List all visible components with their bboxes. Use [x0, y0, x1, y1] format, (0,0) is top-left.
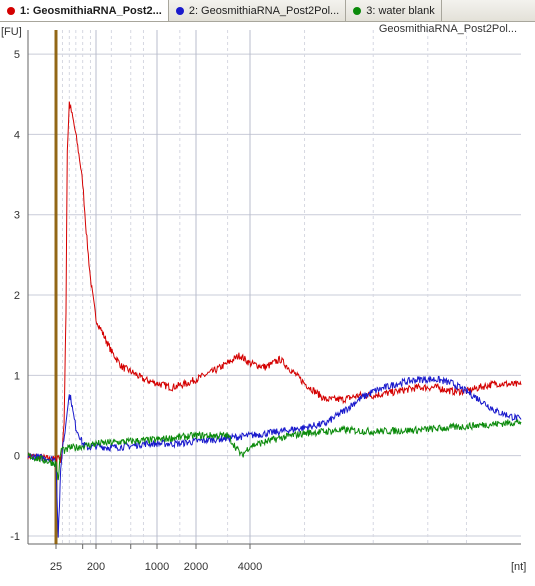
tab-water-blank[interactable]: 3: water blank [346, 0, 442, 21]
y-tick-label: -1 [10, 531, 20, 543]
x-tick-label: 4000 [238, 561, 262, 573]
y-tick-label: 5 [14, 49, 20, 61]
tab-label: 2: GeosmithiaRNA_Post2Pol... [188, 4, 340, 17]
y-tick-label: 0 [14, 451, 20, 463]
blue-dot-icon [175, 6, 184, 15]
y-tick-label: 4 [14, 129, 20, 141]
plot-area [28, 30, 521, 544]
y-tick-label: 1 [14, 370, 20, 382]
tab-bar: 1: GeosmithiaRNA_Post2... 2: GeosmithiaR… [0, 0, 535, 22]
x-axis-label: [nt] [511, 561, 526, 573]
tab-sample-2[interactable]: 2: GeosmithiaRNA_Post2Pol... [169, 0, 347, 21]
tab-label: 3: water blank [366, 4, 435, 17]
series-line-2 [27, 375, 522, 538]
series-line-1 [27, 101, 522, 464]
chart-title: GeosmithiaRNA_Post2Pol... [379, 23, 517, 35]
y-tick-label: 3 [14, 210, 20, 222]
x-tick-label: 1000 [145, 561, 169, 573]
y-tick-label: 2 [14, 290, 20, 302]
marker-band [54, 30, 58, 544]
tab-label: 1: GeosmithiaRNA_Post2... [20, 4, 162, 17]
x-tick-label: 25 [50, 561, 62, 573]
series-group [27, 30, 522, 544]
tab-sample-1[interactable]: 1: GeosmithiaRNA_Post2... [0, 0, 169, 21]
series-line-3 [27, 418, 522, 481]
green-dot-icon [353, 6, 362, 15]
red-dot-icon [7, 6, 15, 15]
axes: -1 0 1 2 3 4 5 25 200 1000 2000 4000 [10, 30, 521, 573]
electropherogram-chart: -1 0 1 2 3 4 5 25 200 1000 2000 4000 [FU] [nt] Geos… [1, 23, 526, 573]
x-tick-label: 200 [87, 561, 105, 573]
x-tick-label: 2000 [184, 561, 208, 573]
y-axis-label: [FU] [1, 26, 22, 38]
